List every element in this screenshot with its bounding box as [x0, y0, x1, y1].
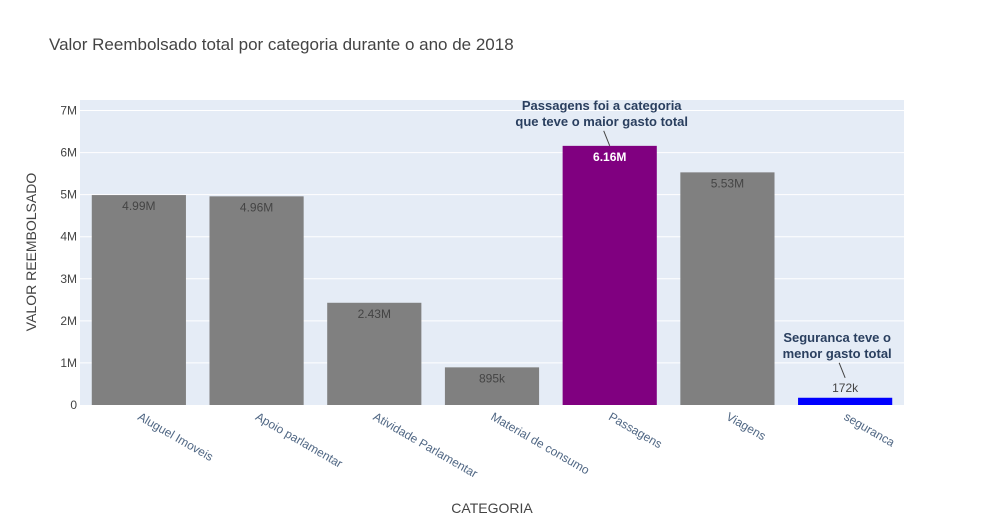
y-axis-title: VALOR REEMBOLSADO — [23, 173, 39, 332]
annotation-text: menor gasto total — [783, 346, 892, 361]
bar — [91, 195, 186, 405]
bar — [680, 172, 775, 405]
data-label: 4.99M — [122, 199, 155, 213]
annotation-text: Seguranca teve o — [783, 330, 891, 345]
y-tick-label: 7M — [60, 104, 77, 118]
y-tick-label: 2M — [60, 314, 77, 328]
x-tick-label: Apoio parlamentar — [253, 409, 345, 470]
data-label: 6.16M — [593, 150, 626, 164]
annotation-text: que teve o maior gasto total — [515, 114, 688, 129]
y-tick-label: 6M — [60, 146, 77, 160]
bar — [209, 196, 304, 405]
bar — [444, 367, 540, 405]
x-tick-label: Aluguel Imoveis — [135, 409, 215, 463]
y-tick-label: 4M — [60, 230, 77, 244]
bar — [798, 397, 893, 405]
x-axis-title: CATEGORIA — [451, 500, 533, 516]
y-tick-label: 3M — [60, 272, 77, 286]
data-label: 5.53M — [711, 176, 744, 190]
annotation-text: Passagens foi a categoria — [522, 98, 682, 113]
annotation-arrow — [603, 130, 611, 147]
chart-title: Valor Reembolsado total por categoria du… — [49, 35, 514, 54]
y-tick-label: 1M — [60, 356, 77, 370]
data-label: 895k — [479, 371, 506, 385]
plot-area — [80, 100, 904, 405]
y-tick-label: 0 — [70, 398, 77, 412]
y-tick-label: 5M — [60, 188, 77, 202]
x-tick-label: Atividade Parlamentar — [371, 409, 480, 480]
data-label: 4.96M — [240, 200, 273, 214]
annotation-arrow — [838, 362, 846, 378]
x-axis-ticks: Aluguel Imoveis Apoio parlamentar Atividad… — [135, 409, 897, 480]
bar — [562, 145, 657, 406]
bars — [91, 145, 893, 406]
x-tick-label: seguranca — [842, 409, 898, 449]
x-tick-label: Viagens — [724, 409, 768, 443]
x-tick-label: Passagens — [606, 409, 664, 451]
data-label: 2.43M — [358, 307, 391, 321]
data-label: 172k — [832, 381, 859, 395]
data-labels: 4.99M 4.96M 2.43M 895k 6.16M 5.53M 172k — [122, 150, 859, 395]
y-axis-ticks: 0 1M 2M 3M 4M 5M 6M 7M — [60, 104, 77, 412]
x-tick-label: Material de consumo — [489, 409, 593, 477]
bar — [327, 302, 422, 405]
